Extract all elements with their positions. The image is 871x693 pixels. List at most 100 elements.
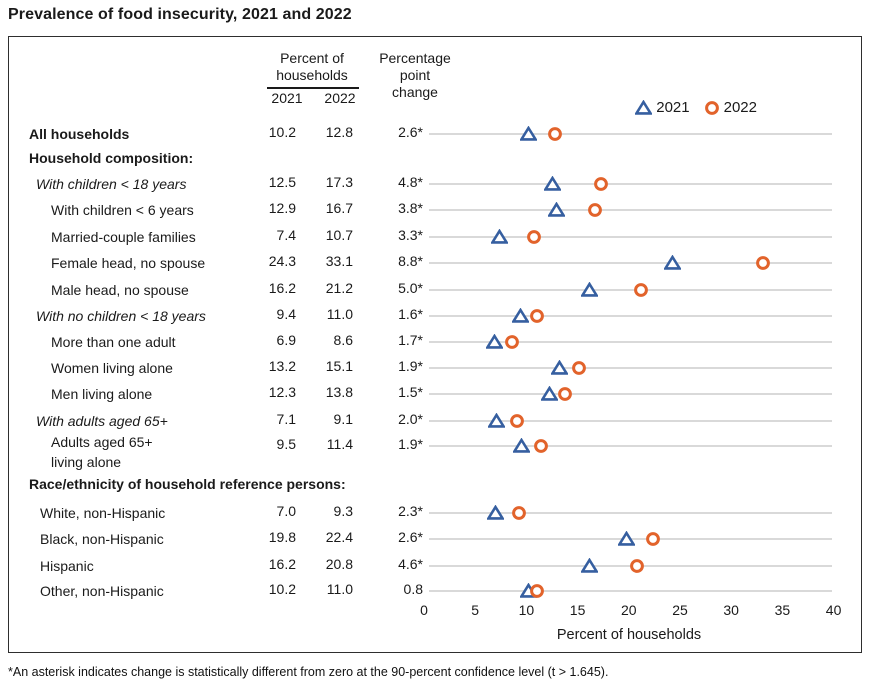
value-2021: 10.2	[268, 124, 296, 140]
value-2022: 15.1	[325, 358, 353, 374]
row-label-line1: All households	[29, 126, 130, 142]
value-2022: 22.4	[325, 529, 353, 545]
x-tick-label: 40	[825, 602, 842, 618]
value-2022: 10.7	[325, 227, 353, 243]
circle-2022-marker	[529, 583, 545, 604]
circle-2022-marker	[533, 438, 549, 459]
triangle-2021-marker	[510, 307, 530, 328]
row-label-line1: Other, non-Hispanic	[40, 583, 164, 599]
row-label-line1: With children < 18 years	[36, 176, 187, 192]
x-tick-label: 25	[672, 602, 688, 618]
triangle-2021-marker	[546, 201, 566, 222]
value-change: 1.7*	[398, 332, 423, 348]
row-label: Adults aged 65+ living alone	[51, 432, 153, 472]
value-2022: 33.1	[325, 253, 353, 269]
value-2022: 16.7	[325, 200, 353, 216]
row-label: White, non-Hispanic	[40, 503, 165, 523]
value-change: 8.8*	[398, 253, 423, 269]
circle-2022-marker	[511, 505, 527, 526]
row-guide-line	[429, 262, 832, 264]
row-label: Household composition:	[29, 148, 193, 168]
row-guide-line	[429, 393, 832, 395]
legend-item-2022: 2022	[704, 99, 757, 116]
value-change: 0.8	[403, 581, 423, 597]
circle-icon	[704, 100, 719, 115]
x-axis-title: Percent of households	[556, 627, 702, 643]
circle-2022-marker	[633, 282, 649, 303]
triangle-2021-marker	[617, 530, 637, 551]
row-label-line1: Women living alone	[51, 360, 173, 376]
value-2022: 20.8	[325, 556, 353, 572]
value-2021: 7.4	[276, 227, 296, 243]
value-change: 2.0*	[398, 411, 423, 427]
row-label: More than one adult	[51, 332, 176, 352]
value-2022: 12.8	[325, 124, 353, 140]
row-label: With children < 6 years	[51, 200, 194, 220]
row-guide-line	[429, 445, 832, 447]
circle-2022-marker	[593, 176, 609, 197]
value-change: 2.6*	[398, 529, 423, 545]
row-label-line1: Black, non-Hispanic	[40, 531, 164, 547]
circle-2022-marker	[755, 255, 771, 276]
value-change: 1.6*	[398, 306, 423, 322]
row-label-line1: With no children < 18 years	[36, 308, 206, 324]
triangle-2021-marker	[485, 333, 505, 354]
x-tick-label: 30	[723, 602, 739, 618]
row-guide-line	[429, 512, 832, 514]
x-tick-label: 35	[774, 602, 791, 618]
value-2022: 8.6	[333, 332, 353, 348]
value-2022: 11.0	[326, 306, 353, 322]
row-guide-line	[429, 133, 832, 135]
circle-2022-marker	[629, 558, 645, 579]
value-2021: 6.9	[276, 332, 296, 348]
row-label: Black, non-Hispanic	[40, 529, 164, 549]
triangle-2021-marker	[580, 557, 600, 578]
legend-item-2021: 2021	[635, 99, 690, 116]
circle-2022-marker	[529, 308, 545, 329]
triangle-2021-marker	[540, 385, 560, 406]
row-label: Other, non-Hispanic	[40, 581, 164, 601]
row-label: With adults aged 65+	[36, 411, 168, 431]
value-change: 2.3*	[398, 503, 423, 519]
row-guide-line	[429, 367, 832, 369]
chart-frame: Percent of households 2021 2022 Percenta…	[8, 36, 862, 653]
x-tick-label: 5	[471, 602, 480, 618]
column-group-header-line2: households	[276, 67, 348, 83]
row-label: Male head, no spouse	[51, 280, 189, 300]
value-2021: 12.5	[268, 174, 296, 190]
circle-2022-marker	[645, 531, 661, 552]
value-change: 1.5*	[398, 384, 423, 400]
circle-2022-marker	[504, 334, 520, 355]
triangle-2021-marker	[490, 228, 510, 249]
value-2021: 12.9	[268, 200, 296, 216]
circle-2022-marker	[587, 202, 603, 223]
value-2021: 19.8	[268, 529, 296, 545]
triangle-2021-marker	[549, 359, 569, 380]
value-2022: 21.2	[325, 280, 353, 296]
value-2022: 9.1	[333, 411, 353, 427]
value-2021: 9.4	[276, 306, 296, 322]
change-column-header: Percentage point change	[355, 50, 475, 101]
value-2022: 13.8	[325, 384, 353, 400]
x-tick-label: 0	[420, 602, 428, 618]
value-2022: 9.3	[333, 503, 353, 519]
change-header-line3: change	[392, 84, 438, 100]
legend: 2021 2022	[635, 99, 757, 116]
row-guide-line	[429, 315, 832, 317]
row-label-line1: White, non-Hispanic	[40, 505, 166, 521]
value-2021: 24.3	[268, 253, 296, 269]
row-guide-line	[429, 420, 832, 422]
row-label: All households	[29, 124, 129, 144]
page-title: Prevalence of food insecurity, 2021 and …	[8, 6, 352, 23]
row-label-line1: Household composition:	[29, 150, 194, 166]
column-group-header-line1: Percent of	[280, 50, 344, 66]
column-group-header: Percent of households	[249, 50, 375, 84]
row-label-line1: Adults aged 65+	[51, 434, 153, 450]
value-change: 4.8*	[398, 174, 423, 190]
value-2021: 9.5	[276, 436, 296, 452]
circle-2022-marker	[526, 229, 542, 250]
value-change: 2.6*	[398, 124, 423, 140]
footnote: *An asterisk indicates change is statist…	[8, 665, 609, 679]
value-2021: 16.2	[268, 280, 296, 296]
value-2021: 10.2	[268, 581, 296, 597]
